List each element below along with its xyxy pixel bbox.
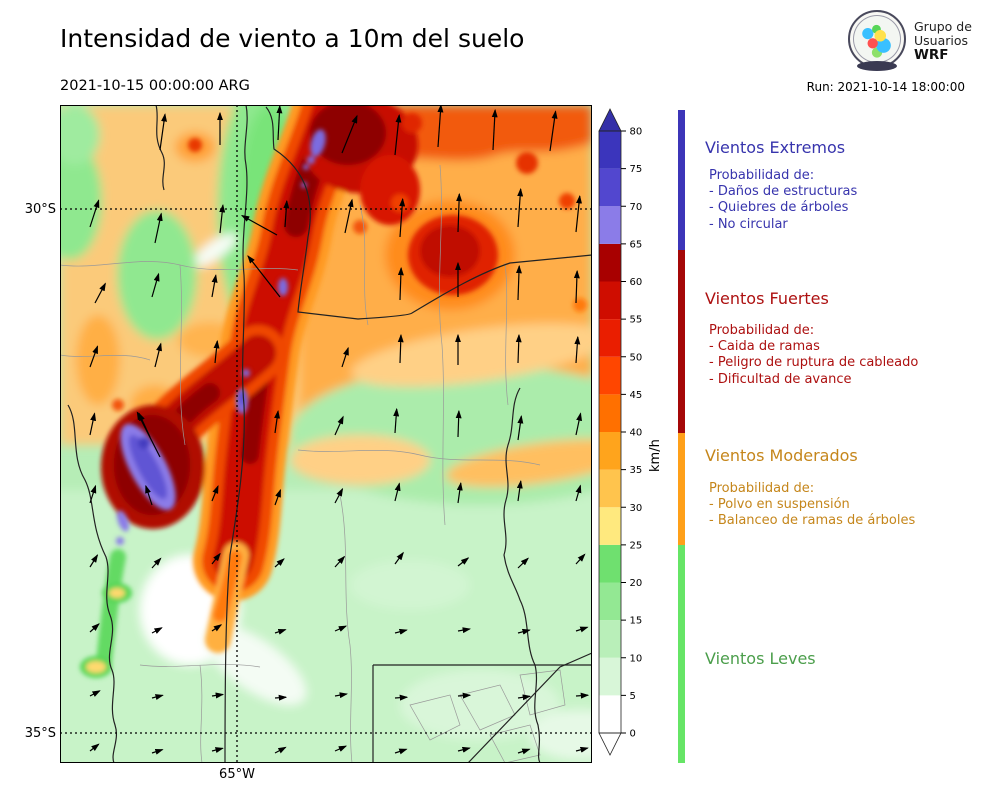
legend-section-moderados: Vientos Moderados Probabilidad de: - Pol… [705,446,995,530]
svg-text:5: 5 [630,691,636,702]
colorbar-unit-label: km/h [648,439,663,472]
wind-intensity-map [60,105,592,763]
svg-text:25: 25 [630,540,643,551]
svg-text:45: 45 [630,390,643,401]
svg-text:65: 65 [630,239,643,250]
legend-item: - Balanceo de ramas de árboles [709,513,916,529]
model-run-label: Run: 2021-10-14 18:00:00 [806,80,965,94]
legend-item: - No circular [709,216,788,232]
legend-item: - Polvo en suspensión [709,497,850,513]
valid-time-label: 2021-10-15 00:00:00 ARG [60,78,250,94]
svg-text:20: 20 [630,578,643,589]
logo-text-line3: WRF [914,47,949,63]
svg-text:40: 40 [630,428,643,439]
svg-text:60: 60 [630,277,643,288]
logo-text-line1: Grupo de [914,19,972,34]
svg-text:30: 30 [630,503,643,514]
legend-title: Vientos Moderados [705,446,858,465]
wrf-logo-icon [848,10,906,71]
page-title: Intensidad de viento a 10m del suelo [60,24,525,53]
legend-item: - Daños de estructuras [709,184,858,200]
legend-intro: Probabilidad de: [709,323,815,338]
map-district-borders [60,164,566,763]
legend-section-fuertes: Vientos Fuertes Probabilidad de: - Caida… [705,289,995,388]
svg-text:0: 0 [630,729,636,740]
legend-title: Vientos Leves [705,649,816,668]
legend-color-bar [678,110,685,763]
svg-text:75: 75 [630,164,643,175]
colorbar: 0 5 10 15 20 25 30 35 40 45 50 55 60 65 70 75 80 [598,108,643,756]
svg-text:15: 15 [630,616,643,627]
map-frame [60,105,592,763]
legend-section-leves: Vientos Leves [705,649,995,668]
legend-section-extremos: Vientos Extremos Probabilidad de: - Daño… [705,138,995,233]
map-province-borders [67,105,592,763]
legend-intro: Probabilidad de: [709,481,815,496]
legend-title: Vientos Extremos [705,138,846,157]
legend-item: - Dificultad de avance [709,371,852,387]
legend-item: - Peligro de ruptura de cableado [709,355,919,371]
lat-label-30s: 30°S [24,202,56,217]
lat-label-35s: 35°S [24,726,56,741]
lon-label-65w: 65°W [219,767,255,782]
svg-text:10: 10 [630,653,643,664]
svg-text:35: 35 [630,465,643,476]
legend-item: - Caida de ramas [709,339,820,355]
legend-intro: Probabilidad de: [709,168,815,183]
wind-vector-arrows [89,105,590,755]
svg-text:70: 70 [630,202,643,213]
logo-text-line2: Usuarios [914,33,969,48]
legend-title: Vientos Fuertes [705,289,829,308]
legend-item: - Quiebres de árboles [709,200,849,216]
svg-text:80: 80 [630,127,643,138]
map-extreme-wind-spots [116,129,326,545]
map-gridlines [60,105,592,763]
svg-text:50: 50 [630,352,643,363]
svg-text:55: 55 [630,315,643,326]
